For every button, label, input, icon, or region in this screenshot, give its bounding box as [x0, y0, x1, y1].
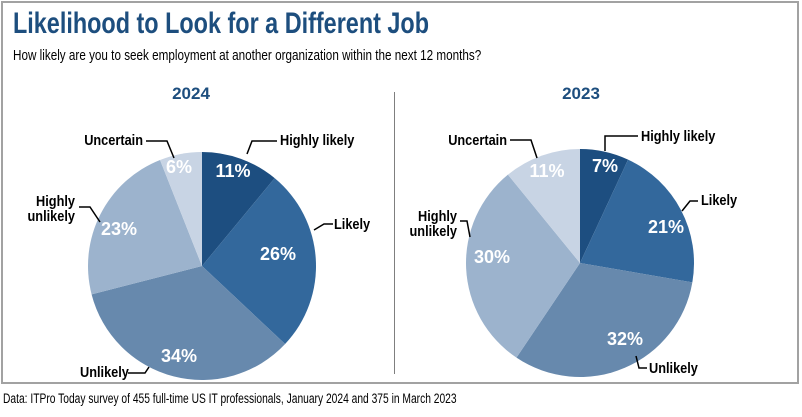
pie-2024-value-highly-likely: 11% [215, 161, 251, 181]
label-2024-likely: Likely [334, 216, 371, 233]
pie-2023-value-likely: 21% [647, 217, 685, 237]
page-title: Likelihood to Look for a Different Job [13, 7, 430, 40]
pie-2024 [87, 152, 317, 381]
page-subtitle: How likely are you to seek employment at… [13, 47, 482, 64]
leader-2023-likely [681, 200, 698, 212]
leader-2024-highly-unlikely [79, 206, 101, 223]
pie-2023-slice-uncertain [507, 149, 580, 263]
pie-2023 [466, 149, 695, 377]
leader-2023-highly-unlikely [460, 220, 471, 238]
label-2024-highly-likely: Highly likely [280, 132, 355, 149]
label-2023-likely: Likely [701, 192, 738, 209]
pie-2023-value-uncertain: 11% [529, 161, 565, 181]
pie-2024-value-uncertain: 6% [165, 157, 193, 177]
label-2024-highly-unlikely: Highly unlikely [27, 193, 75, 225]
pie-2024-slice-highly-likely [202, 152, 275, 266]
leader-2024-unlikely [128, 366, 150, 374]
leader-2023-highly-likely [604, 135, 638, 151]
pie-2024-slice-uncertain [160, 152, 202, 266]
label-2023-highly-likely: Highly likely [641, 128, 716, 145]
pie-2023-slice-highly-unlikely [466, 174, 580, 358]
pie-2024-slice-likely [202, 178, 317, 345]
leader-2024-highly-likely [246, 140, 277, 155]
callout-lines [79, 135, 698, 374]
pie-2024-slice-unlikely [91, 266, 286, 381]
pie-2023-slice-likely [580, 159, 695, 283]
label-2023-unlikely: Unlikely [649, 360, 698, 377]
pie-2023-value-unlikely: 32% [606, 329, 644, 349]
label-2023-uncertain: Uncertain [448, 132, 507, 149]
pie-2023-slice-unlikely [516, 263, 693, 377]
leader-2023-unlikely [635, 355, 647, 369]
chart-2023-title: 2023 [562, 84, 600, 103]
leader-2023-uncertain [510, 139, 538, 159]
chart-2024-title: 2024 [172, 84, 210, 103]
label-2024-uncertain: Uncertain [84, 132, 143, 149]
pie-2024-value-likely: 26% [259, 244, 297, 264]
pie-2023-slice-highly-likely [580, 149, 629, 263]
footer-note: Data: ITPro Today survey of 455 full-tim… [3, 391, 457, 406]
label-2023-highly-unlikely: Highly unlikely [409, 208, 457, 240]
pie-2024-slice-highly-unlikely [87, 160, 202, 295]
pie-2024-value-highly-unlikely: 23% [100, 219, 138, 239]
leader-2024-uncertain [146, 140, 175, 159]
pie-2024-value-unlikely: 34% [160, 346, 198, 366]
leader-2024-likely [313, 223, 333, 231]
pie-2023-value-highly-likely: 7% [591, 156, 619, 176]
charts-divider [394, 92, 395, 374]
pie-2023-value-highly-unlikely: 30% [473, 247, 511, 267]
label-2024-unlikely: Unlikely [80, 364, 129, 381]
